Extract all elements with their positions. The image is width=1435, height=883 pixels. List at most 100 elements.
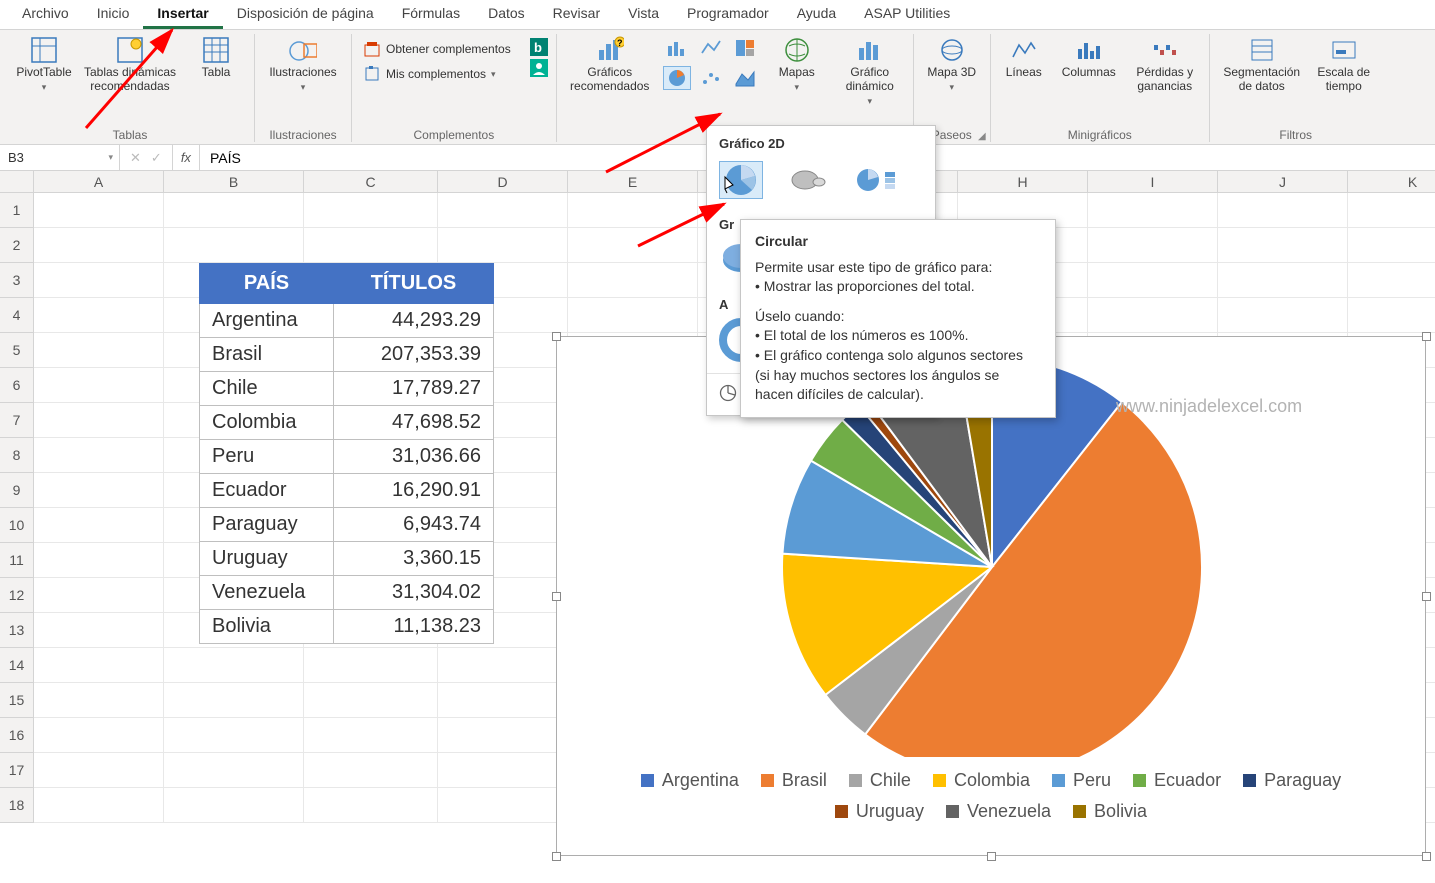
- spark-line-button[interactable]: Líneas: [999, 34, 1049, 80]
- col-header-E[interactable]: E: [568, 171, 698, 192]
- ribbon-tab-programador[interactable]: Programador: [673, 0, 783, 29]
- resize-handle[interactable]: [987, 852, 996, 861]
- column-chart-button[interactable]: [663, 36, 691, 60]
- recommended-pivot-button[interactable]: Tablas dinámicas recomendadas: [82, 34, 178, 94]
- legend-item: Uruguay: [835, 801, 924, 822]
- tooltip-title: Circular: [755, 232, 1041, 252]
- ribbon-tab-insertar[interactable]: Insertar: [143, 0, 222, 29]
- row-header-15[interactable]: 15: [0, 683, 33, 718]
- col-header-J[interactable]: J: [1218, 171, 1348, 192]
- resize-handle[interactable]: [552, 852, 561, 861]
- ribbon-tab-revisar[interactable]: Revisar: [539, 0, 614, 29]
- row-header-11[interactable]: 11: [0, 543, 33, 578]
- pivot-chart-button[interactable]: Gráfico dinámico▾: [835, 34, 905, 107]
- row-header-1[interactable]: 1: [0, 193, 33, 228]
- row-header-13[interactable]: 13: [0, 613, 33, 648]
- pivot-chart-icon: [856, 36, 884, 64]
- tooltip-bullet3: El gráfico contenga solo algunos sectore…: [755, 346, 1041, 405]
- col-header-H[interactable]: H: [958, 171, 1088, 192]
- resize-handle[interactable]: [552, 332, 561, 341]
- ribbon-tab-ayuda[interactable]: Ayuda: [783, 0, 850, 29]
- accept-formula-button[interactable]: ✓: [151, 150, 162, 166]
- col-header-K[interactable]: K: [1348, 171, 1435, 192]
- ribbon-tab-inicio[interactable]: Inicio: [83, 0, 144, 29]
- legend-item: Peru: [1052, 770, 1111, 791]
- illustrations-button[interactable]: Ilustraciones▾: [263, 34, 343, 94]
- ribbon-tab-asap-utilities[interactable]: ASAP Utilities: [850, 0, 964, 29]
- ribbon-tab-datos[interactable]: Datos: [474, 0, 539, 29]
- ribbon-tab-disposición-de-página[interactable]: Disposición de página: [223, 0, 388, 29]
- ribbon-tab-archivo[interactable]: Archivo: [8, 0, 83, 29]
- legend-item: Brasil: [761, 770, 827, 791]
- tooltip-bullet2: El total de los números es 100%.: [755, 326, 1041, 346]
- pivottable-icon: [30, 36, 58, 64]
- resize-handle[interactable]: [552, 592, 561, 601]
- table-icon: [202, 36, 230, 64]
- row-header-7[interactable]: 7: [0, 403, 33, 438]
- illustrations-icon: [289, 36, 317, 64]
- resize-handle[interactable]: [1422, 852, 1431, 861]
- group-filtros: Segmentación de datos Escala de tiempo F…: [1210, 34, 1382, 142]
- get-addins-button[interactable]: Obtener complementos: [360, 38, 514, 60]
- treemap-button[interactable]: [731, 36, 759, 60]
- table-button[interactable]: Tabla: [186, 34, 246, 80]
- spark-winloss-button[interactable]: Pérdidas y ganancias: [1129, 34, 1201, 94]
- col-header-C[interactable]: C: [304, 171, 438, 192]
- pie-bar-option[interactable]: [855, 161, 899, 199]
- bing-icon[interactable]: b: [530, 38, 548, 56]
- row-header-18[interactable]: 18: [0, 788, 33, 823]
- cancel-formula-button[interactable]: ✕: [130, 150, 141, 166]
- row-header-8[interactable]: 8: [0, 438, 33, 473]
- resize-handle[interactable]: [1422, 592, 1431, 601]
- row-header-9[interactable]: 9: [0, 473, 33, 508]
- dropdown-2d-title: Gráfico 2D: [707, 126, 935, 157]
- pie-2d-option[interactable]: [719, 161, 763, 199]
- recommended-charts-label: Gráficos recomendados: [565, 66, 655, 94]
- row-header-2[interactable]: 2: [0, 228, 33, 263]
- row-header-10[interactable]: 10: [0, 508, 33, 543]
- pie-chart-button[interactable]: [663, 66, 691, 90]
- legend-item: Colombia: [933, 770, 1030, 791]
- map3d-button[interactable]: Mapa 3D▾: [922, 34, 982, 94]
- map3d-icon: [938, 36, 966, 64]
- row-header-3[interactable]: 3: [0, 263, 33, 298]
- row-header-16[interactable]: 16: [0, 718, 33, 753]
- row-header-4[interactable]: 4: [0, 298, 33, 333]
- svg-text:?: ?: [617, 38, 623, 48]
- select-all-corner[interactable]: [0, 171, 34, 193]
- col-header-B[interactable]: B: [164, 171, 304, 192]
- col-header-I[interactable]: I: [1088, 171, 1218, 192]
- my-addins-button[interactable]: Mis complementos ▾: [360, 63, 514, 85]
- name-box[interactable]: B3: [0, 145, 120, 170]
- recommended-pivot-label: Tablas dinámicas recomendadas: [82, 66, 178, 94]
- addins-icon: [363, 65, 381, 83]
- paseos-launcher[interactable]: ◢: [978, 131, 986, 142]
- row-header-5[interactable]: 5: [0, 333, 33, 368]
- surface-chart-button[interactable]: [731, 66, 759, 90]
- pivottable-button[interactable]: PivotTable▾: [14, 34, 74, 94]
- maps-button[interactable]: Mapas▾: [767, 34, 827, 94]
- spark-col-button[interactable]: Columnas: [1057, 34, 1121, 80]
- group-paseos-label: Paseos: [932, 128, 972, 142]
- group-ilustraciones-label: Ilustraciones: [263, 126, 343, 142]
- resize-handle[interactable]: [1422, 332, 1431, 341]
- recommended-pivot-icon: [116, 36, 144, 64]
- pie-3d-option[interactable]: [787, 161, 831, 199]
- ribbon-tab-vista[interactable]: Vista: [614, 0, 673, 29]
- row-header-17[interactable]: 17: [0, 753, 33, 788]
- row-header-14[interactable]: 14: [0, 648, 33, 683]
- timeline-button[interactable]: Escala de tiempo: [1314, 34, 1374, 94]
- ribbon-tab-fórmulas[interactable]: Fórmulas: [388, 0, 474, 29]
- col-header-A[interactable]: A: [34, 171, 164, 192]
- row-header-12[interactable]: 12: [0, 578, 33, 613]
- recommended-charts-button[interactable]: ? Gráficos recomendados: [565, 34, 655, 94]
- fx-label[interactable]: fx: [173, 145, 200, 170]
- spark-col-label: Columnas: [1062, 66, 1116, 80]
- row-header-6[interactable]: 6: [0, 368, 33, 403]
- col-header-D[interactable]: D: [438, 171, 568, 192]
- tooltip-line2: Úselo cuando:: [755, 307, 1041, 327]
- people-icon[interactable]: [530, 59, 548, 77]
- slicer-button[interactable]: Segmentación de datos: [1218, 34, 1306, 94]
- scatter-chart-button[interactable]: [697, 66, 725, 90]
- line-chart-button[interactable]: [697, 36, 725, 60]
